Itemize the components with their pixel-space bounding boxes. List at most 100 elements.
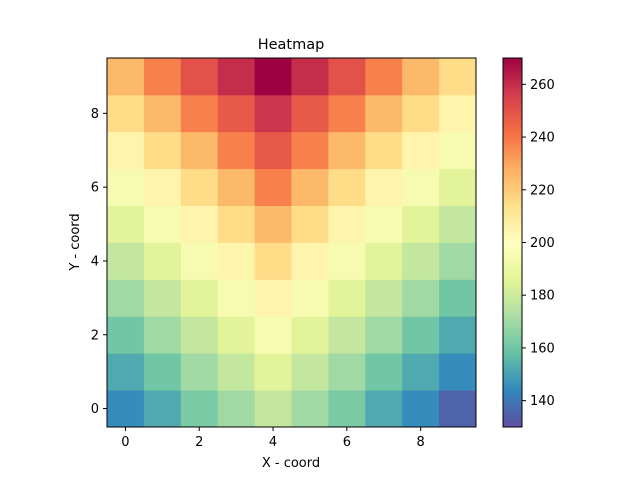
heatmap-cell-5-8	[402, 205, 440, 243]
heatmap-cell-6-4	[254, 168, 292, 206]
heatmap-cell-1-4	[254, 353, 292, 391]
heatmap-cell-0-3	[217, 390, 255, 428]
x-tick-label: 6	[343, 435, 351, 450]
heatmap-cell-9-1	[143, 58, 182, 96]
heatmap-cell-4-4	[254, 242, 292, 280]
heatmap-cell-5-6	[328, 205, 366, 243]
y-tick-label: 6	[91, 181, 99, 196]
heatmap-cell-9-6	[328, 58, 366, 96]
heatmap-cell-7-0	[107, 131, 145, 170]
heatmap-cell-2-0	[107, 316, 145, 354]
heatmap-cell-5-0	[107, 205, 145, 243]
x-tick-label: 8	[417, 435, 425, 450]
heatmap-cell-5-5	[291, 205, 329, 243]
heatmap-cell-7-9	[439, 131, 477, 170]
heatmap-cell-3-5	[291, 279, 329, 317]
heatmap-cell-3-1	[143, 279, 182, 317]
heatmap-cell-6-1	[143, 168, 182, 206]
heatmap-cell-8-7	[365, 94, 403, 133]
heatmap-cell-6-9	[439, 168, 477, 206]
x-tick-label: 2	[195, 435, 203, 450]
heatmap-cell-1-1	[143, 353, 182, 391]
heatmap-cell-4-0	[107, 242, 145, 280]
heatmap-cell-7-3	[217, 131, 255, 170]
heatmap-cell-0-6	[328, 390, 366, 428]
heatmap-cell-1-2	[180, 353, 219, 391]
heatmap-cell-5-3	[217, 205, 255, 243]
heatmap-cell-8-9	[439, 94, 477, 133]
heatmap-cell-6-5	[291, 168, 329, 206]
y-axis: 0 2 4 6 8	[91, 107, 107, 417]
heatmap-cell-2-3	[217, 316, 255, 354]
heatmap-cell-1-3	[217, 353, 255, 391]
colorbar-tick-label: 260	[530, 78, 555, 93]
heatmap-cell-4-8	[402, 242, 440, 280]
colorbar-tick-label: 200	[530, 236, 555, 251]
heatmap-cell-0-8	[402, 390, 440, 428]
y-tick-label: 4	[91, 254, 99, 269]
heatmap-cell-8-5	[291, 94, 329, 133]
heatmap-cell-4-5	[291, 242, 329, 280]
heatmap-cell-7-8	[402, 131, 440, 170]
heatmap-cell-7-7	[365, 131, 403, 170]
heatmap-cell-6-6	[328, 168, 366, 206]
heatmap-cell-7-1	[143, 131, 182, 170]
heatmap-cell-8-8	[402, 94, 440, 133]
heatmap-cell-7-4	[254, 131, 292, 170]
heatmap-cell-6-0	[107, 168, 145, 206]
heatmap-cell-6-7	[365, 168, 403, 206]
heatmap-cell-1-0	[107, 353, 145, 391]
heatmap-cell-3-8	[402, 279, 440, 317]
heatmap-cell-6-2	[180, 168, 219, 206]
x-axis-label: X - coord	[262, 456, 320, 471]
heatmap-cell-4-2	[180, 242, 219, 280]
heatmap-cell-0-2	[180, 390, 219, 428]
y-tick-label: 2	[91, 328, 99, 343]
heatmap-cell-2-8	[402, 316, 440, 354]
heatmap-cell-4-9	[439, 242, 477, 280]
heatmap-cell-6-3	[217, 168, 255, 206]
heatmap-cell-0-9	[439, 390, 477, 428]
heatmap-cell-7-5	[291, 131, 329, 170]
heatmap-cell-4-1	[143, 242, 182, 280]
heatmap-cell-8-1	[143, 94, 182, 133]
heatmap-cell-3-7	[365, 279, 403, 317]
heatmap-cell-2-5	[291, 316, 329, 354]
heatmap-cell-9-0	[107, 58, 145, 96]
heatmap-cell-3-3	[217, 279, 255, 317]
colorbar: 140 160 180 200 220 240 260	[502, 57, 555, 428]
heatmap-cell-9-5	[291, 58, 329, 96]
heatmap-cell-9-7	[365, 58, 403, 96]
colorbar-tick-label: 240	[530, 131, 555, 146]
heatmap-cell-0-0	[107, 390, 145, 428]
heatmap-cell-8-2	[180, 94, 219, 133]
colorbar-tick-label: 180	[530, 289, 555, 304]
heatmap-cell-2-9	[439, 316, 477, 354]
heatmap-cell-5-7	[365, 205, 403, 243]
heatmap-cell-9-3	[217, 58, 255, 96]
heatmap-cell-7-6	[328, 131, 366, 170]
heatmap-cell-1-6	[328, 353, 366, 391]
plot-frame	[106, 57, 477, 428]
heatmap-cell-9-2	[180, 58, 219, 96]
heatmap-cell-8-6	[328, 94, 366, 133]
heatmap-cell-5-9	[439, 205, 477, 243]
heatmap-cell-4-3	[217, 242, 255, 280]
heatmap-cell-9-4	[254, 58, 292, 96]
heatmap-cell-0-5	[291, 390, 329, 428]
y-axis-label: Y - coord	[68, 213, 83, 271]
heatmap-cell-9-8	[402, 58, 440, 96]
colorbar-gradient	[503, 58, 522, 427]
heatmap-cell-2-6	[328, 316, 366, 354]
heatmap-cell-1-9	[439, 353, 477, 391]
colorbar-tick-label: 160	[530, 341, 555, 356]
heatmap-cell-9-9	[439, 58, 477, 96]
colorbar-tick-label: 220	[530, 183, 555, 198]
heatmap-cell-0-7	[365, 390, 403, 428]
heatmap-cell-0-4	[254, 390, 292, 428]
heatmap-cell-2-7	[365, 316, 403, 354]
x-tick-label: 0	[121, 435, 129, 450]
heatmap-cell-3-4	[254, 279, 292, 317]
heatmap-cell-3-9	[439, 279, 477, 317]
heatmap-cell-5-1	[143, 205, 182, 243]
